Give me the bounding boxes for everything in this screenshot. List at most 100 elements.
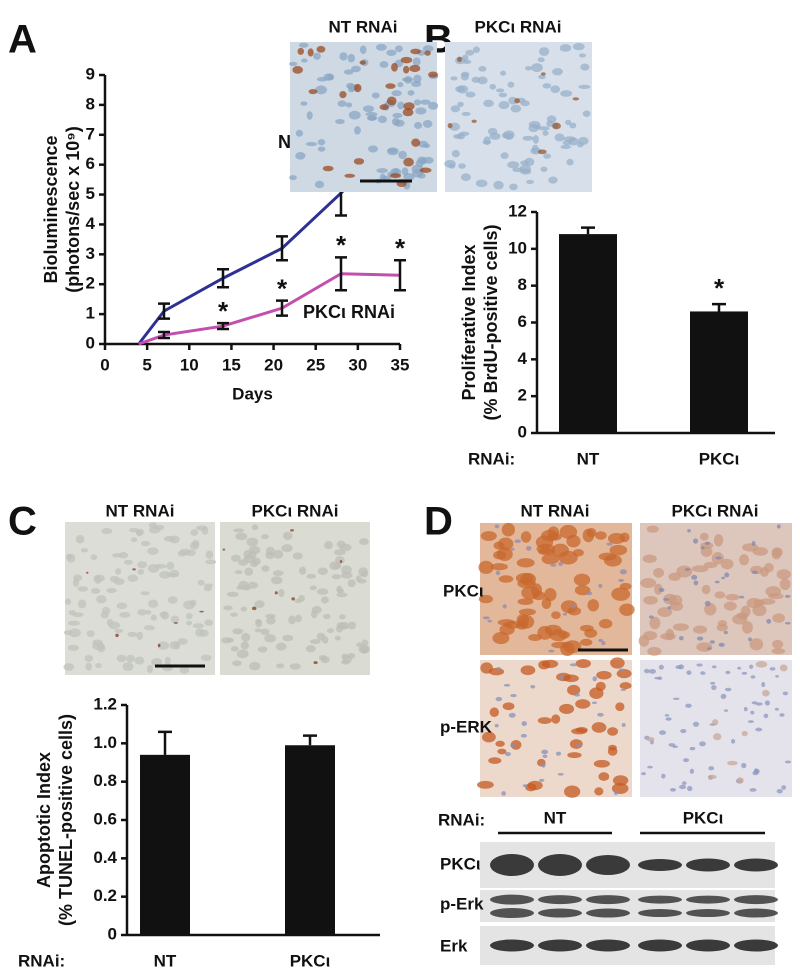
cell — [154, 524, 165, 531]
blot-band — [638, 909, 682, 918]
cell — [758, 598, 776, 605]
cell — [551, 714, 561, 724]
cell — [776, 569, 791, 580]
cell — [741, 621, 753, 634]
blot-band — [686, 858, 730, 872]
blot-band — [490, 939, 534, 952]
cell — [343, 69, 354, 75]
error-bar — [158, 730, 172, 755]
cell — [234, 570, 243, 575]
cell — [392, 112, 403, 119]
cell — [538, 126, 550, 131]
cell — [683, 758, 690, 763]
cell — [713, 733, 722, 741]
error-bar — [581, 226, 595, 235]
cell — [86, 630, 95, 637]
cell — [532, 135, 539, 144]
cell — [641, 772, 647, 776]
cell — [557, 772, 564, 776]
cell — [538, 74, 546, 80]
cell — [241, 632, 251, 642]
cell — [334, 556, 345, 565]
error-bar — [276, 299, 288, 317]
cell — [679, 784, 687, 790]
cell — [537, 625, 553, 640]
cell — [64, 598, 72, 605]
cell — [223, 605, 233, 611]
cell — [320, 656, 330, 664]
cell — [476, 780, 494, 789]
cell — [354, 126, 361, 135]
cell — [531, 144, 539, 154]
cell — [496, 666, 501, 671]
cell — [737, 666, 742, 670]
cell — [315, 85, 327, 95]
cell — [148, 522, 158, 529]
cell — [741, 762, 747, 769]
cell — [495, 88, 505, 93]
cell — [508, 96, 518, 105]
cell — [477, 76, 488, 85]
cell — [558, 550, 578, 565]
cell — [552, 68, 563, 76]
cell — [569, 663, 577, 667]
cell — [278, 588, 285, 598]
cell — [526, 179, 534, 185]
y-tick-label: 9 — [86, 64, 95, 83]
cell — [123, 559, 133, 565]
cell — [495, 570, 501, 576]
significance: * — [714, 273, 725, 303]
cell — [696, 642, 713, 652]
cell — [619, 582, 632, 590]
cell — [235, 532, 248, 541]
cell — [75, 534, 85, 544]
cell — [238, 559, 249, 566]
cell — [565, 119, 572, 126]
x-axis-label: RNAi: — [468, 449, 515, 468]
cell — [638, 635, 650, 647]
cell — [136, 631, 144, 640]
cell — [173, 622, 178, 624]
cell — [461, 111, 471, 116]
cell — [498, 92, 508, 98]
error-bar — [217, 321, 229, 331]
significance: * — [395, 233, 406, 263]
cell — [359, 60, 366, 65]
cell — [612, 775, 629, 786]
cell — [282, 531, 293, 541]
cell — [90, 587, 101, 594]
y-tick-label: 5 — [86, 184, 95, 203]
cell — [704, 600, 711, 607]
cell — [353, 158, 365, 165]
cell — [305, 141, 318, 147]
cell — [295, 614, 302, 623]
blot-band — [638, 895, 682, 904]
y-tick-label: 2 — [518, 386, 527, 405]
blot-strip — [480, 890, 775, 922]
cell — [387, 148, 397, 153]
cell — [401, 167, 409, 176]
cell — [96, 595, 107, 604]
cell — [246, 537, 259, 547]
cell — [205, 559, 217, 565]
micrograph — [65, 522, 215, 675]
cell — [444, 159, 456, 168]
cell — [90, 554, 98, 561]
micrograph — [640, 660, 792, 797]
cell — [501, 522, 515, 537]
cell — [654, 583, 663, 595]
cell — [776, 788, 783, 794]
cell — [339, 560, 343, 563]
cell — [538, 548, 556, 556]
cell — [316, 588, 329, 595]
cell — [422, 45, 434, 53]
cell — [649, 669, 656, 674]
cell — [712, 719, 719, 726]
cell — [230, 646, 239, 652]
cell — [324, 540, 333, 550]
cell — [137, 561, 148, 569]
cell — [169, 569, 180, 578]
cell — [226, 591, 239, 597]
cell — [619, 682, 632, 690]
cell — [232, 628, 244, 635]
